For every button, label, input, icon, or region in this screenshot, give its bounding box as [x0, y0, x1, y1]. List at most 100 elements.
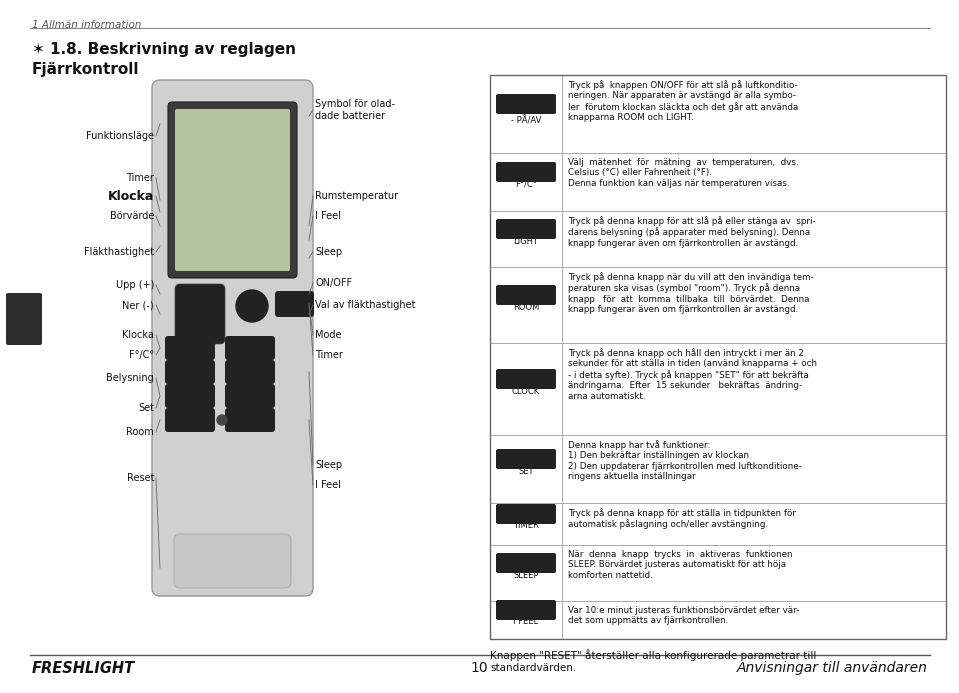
FancyBboxPatch shape	[168, 102, 297, 278]
FancyBboxPatch shape	[496, 449, 556, 469]
FancyBboxPatch shape	[496, 369, 556, 389]
Text: Upp (+): Upp (+)	[116, 280, 154, 290]
FancyBboxPatch shape	[225, 384, 275, 408]
Text: Tryck på denna knapp när du vill att den invändiga tem-
peraturen ska visas (sym: Tryck på denna knapp när du vill att den…	[568, 272, 813, 314]
Text: Klocka: Klocka	[107, 189, 154, 202]
FancyBboxPatch shape	[175, 284, 225, 344]
Text: När  denna  knapp  trycks  in  aktiveras  funktionen
SLEEP. Börvärdet justeras a: När denna knapp trycks in aktiveras funk…	[568, 550, 792, 580]
Bar	[490, 75, 946, 153]
Text: Mode: Mode	[315, 330, 341, 340]
FancyBboxPatch shape	[174, 534, 291, 588]
Text: Set: Set	[138, 403, 154, 413]
FancyBboxPatch shape	[165, 408, 215, 432]
Bar	[490, 267, 946, 343]
Text: Timer: Timer	[315, 350, 343, 360]
Text: I FEEL: I FEEL	[241, 417, 259, 423]
Text: Tryck på denna knapp för att slå på eller stänga av  spri-
darens belysning (på : Tryck på denna knapp för att slå på elle…	[568, 216, 815, 247]
Text: F°/C°: F°/C°	[515, 179, 537, 188]
Bar	[490, 153, 946, 211]
Circle shape	[236, 290, 268, 322]
FancyBboxPatch shape	[165, 336, 215, 360]
FancyBboxPatch shape	[175, 109, 290, 271]
Text: SLEEP: SLEEP	[513, 570, 539, 579]
Text: Var 10:e minut justeras funktionsbörvärdet efter vär-
det som uppmätts av fjärrk: Var 10:e minut justeras funktionsbörvärd…	[568, 606, 800, 625]
Text: Reset: Reset	[127, 473, 154, 483]
Text: TIMER: TIMER	[513, 522, 539, 531]
Text: Tryck på  knappen ON/OFF för att slå på luftkonditio-
neringen. När apparaten är: Tryck på knappen ON/OFF för att slå på l…	[568, 80, 799, 122]
Text: Rumstemperatur: Rumstemperatur	[315, 191, 398, 201]
Text: ROOM: ROOM	[513, 303, 539, 311]
Text: F°/C°: F°/C°	[515, 168, 537, 177]
Text: +: +	[194, 298, 206, 313]
Text: Fjärrkontroll: Fjärrkontroll	[32, 62, 139, 77]
Text: Fläkthastighet: Fläkthastighet	[83, 247, 154, 257]
Text: Belysning: Belysning	[106, 373, 154, 383]
Text: CLOCK: CLOCK	[512, 374, 540, 383]
Text: Room: Room	[127, 427, 154, 437]
Text: CLOCK: CLOCK	[240, 346, 261, 351]
Text: I Feel: I Feel	[315, 480, 340, 490]
Bar	[490, 211, 946, 267]
Text: 10: 10	[471, 661, 488, 675]
Text: ⏻: ⏻	[524, 100, 528, 109]
FancyBboxPatch shape	[225, 336, 275, 360]
FancyBboxPatch shape	[152, 80, 313, 596]
Bar	[490, 545, 946, 601]
Text: FRESHLIGHT: FRESHLIGHT	[32, 661, 135, 676]
Text: Välj  mätenhet  för  mätning  av  temperaturen,  dvs.
Celsius (°C) eller Fahrenh: Välj mätenhet för mätning av temperature…	[568, 158, 799, 188]
Text: ✶ 1.8. Beskrivning av reglagen: ✶ 1.8. Beskrivning av reglagen	[32, 42, 296, 57]
Text: I FEEL: I FEEL	[513, 606, 539, 615]
FancyBboxPatch shape	[275, 291, 314, 317]
Text: Tryck på denna knapp för att ställa in tidpunkten för
automatisk påslagning och/: Tryck på denna knapp för att ställa in t…	[568, 508, 796, 529]
Text: Klocka: Klocka	[122, 330, 154, 340]
FancyBboxPatch shape	[496, 219, 556, 239]
Text: - - -  )): - - - ))	[181, 217, 207, 226]
Text: F°/C°: F°/C°	[182, 346, 199, 351]
Text: Val av fläkthastighet: Val av fläkthastighet	[315, 300, 415, 310]
Text: ROOM: ROOM	[513, 290, 539, 299]
Text: SLEEP: SLEEP	[241, 369, 259, 374]
Text: Tryck på denna knapp och håll den intryckt i mer än 2
sekunder för att ställa in: Tryck på denna knapp och håll den intryc…	[568, 348, 817, 401]
Text: 10:00: 10:00	[197, 155, 269, 175]
Text: ⏻: ⏻	[248, 299, 256, 313]
Text: Sleep: Sleep	[315, 247, 342, 257]
Text: LIGHT: LIGHT	[513, 225, 539, 234]
Text: CLOCK: CLOCK	[512, 387, 540, 396]
Text: TIMER: TIMER	[512, 509, 540, 518]
Bar	[490, 601, 946, 639]
Text: 1 Allmän information: 1 Allmän information	[32, 20, 141, 30]
Text: SET: SET	[518, 466, 534, 475]
Text: MODE: MODE	[285, 301, 304, 306]
Text: Börvärde: Börvärde	[109, 211, 154, 221]
FancyBboxPatch shape	[496, 94, 556, 114]
Text: °C: °C	[248, 183, 262, 193]
Text: ON/OFF
- PÅ/AV: ON/OFF - PÅ/AV	[510, 106, 542, 126]
Bar	[490, 343, 946, 435]
FancyBboxPatch shape	[496, 504, 556, 524]
Text: 20: 20	[211, 181, 254, 210]
Text: S: S	[17, 310, 31, 328]
Bar	[490, 435, 946, 503]
Text: Knappen "RESET" återställer alla konfigurerade parametrar till
standardvärden.: Knappen "RESET" återställer alla konfigu…	[490, 649, 816, 672]
Text: F°/C°: F°/C°	[129, 350, 154, 360]
Text: LIGHT: LIGHT	[513, 236, 539, 245]
Text: Denna knapp har två funktioner:
1) Den bekräftar inställningen av klockan
2) Den: Denna knapp har två funktioner: 1) Den b…	[568, 440, 802, 481]
Text: I FEEL: I FEEL	[513, 617, 539, 626]
Text: Timer: Timer	[127, 173, 154, 183]
Text: 08:00    20:00: 08:00 20:00	[206, 135, 259, 144]
Text: LIGHT: LIGHT	[180, 394, 199, 398]
FancyBboxPatch shape	[225, 408, 275, 432]
Text: ON/OFF: ON/OFF	[315, 278, 352, 288]
Text: SET: SET	[245, 394, 256, 398]
Text: Sleep: Sleep	[315, 460, 342, 470]
Text: Ner (-): Ner (-)	[123, 300, 154, 310]
Bar	[490, 503, 946, 545]
Text: |||||||  )))  •: ||||||| ))) •	[181, 229, 219, 236]
FancyBboxPatch shape	[496, 162, 556, 182]
Text: I Feel: I Feel	[315, 211, 340, 221]
Text: −: −	[194, 316, 206, 331]
Text: TIMER: TIMER	[180, 369, 199, 374]
Text: Funktionsläge: Funktionsläge	[86, 131, 154, 141]
Text: SLEEP: SLEEP	[513, 559, 539, 568]
Text: ROOM: ROOM	[180, 417, 199, 423]
